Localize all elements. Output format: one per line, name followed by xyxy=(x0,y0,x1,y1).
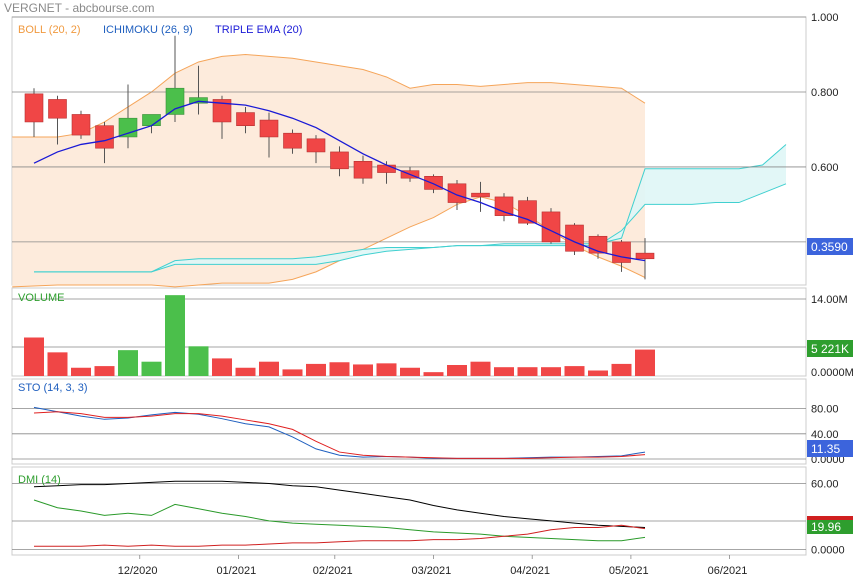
candle-body xyxy=(353,161,373,179)
y-tick-label-price: 1.000 xyxy=(811,12,839,24)
volume-bar xyxy=(635,349,655,376)
volume-bar xyxy=(282,369,303,376)
volume-bar xyxy=(329,362,350,376)
volume-bar xyxy=(423,372,444,376)
volume-bar xyxy=(564,366,585,376)
volume-bar xyxy=(24,337,44,376)
candle-body xyxy=(447,183,467,203)
ichimoku-span-b-line xyxy=(34,144,787,273)
x-tick-label: 01/2021 xyxy=(216,565,256,577)
y-tick-label-sto: 40.00 xyxy=(811,429,839,441)
page-title: VERGNET - abcbourse.com xyxy=(4,1,155,15)
candle-body xyxy=(165,87,185,115)
y-tick-label-sto: 80.00 xyxy=(811,404,839,416)
candle-body xyxy=(635,252,655,260)
x-tick-label: 04/2021 xyxy=(510,565,550,577)
candle-body xyxy=(189,97,208,104)
candle-body xyxy=(541,211,561,243)
volume-bar xyxy=(447,365,467,376)
volume-bar xyxy=(212,358,232,376)
bollinger-upper-line xyxy=(12,53,646,138)
candle-body xyxy=(377,164,396,173)
y-tick-label-dmi: 60.00 xyxy=(811,479,839,491)
triple-ema-line xyxy=(33,100,646,262)
dmi-badge-top xyxy=(807,516,853,520)
candle-body xyxy=(306,138,326,153)
candle-body xyxy=(494,196,514,216)
dmi-adx-line xyxy=(33,480,646,528)
candle-body xyxy=(612,241,631,263)
volume-bar xyxy=(494,367,514,376)
x-tick-label: 12/2020 xyxy=(118,565,158,577)
legend-ichimoku: ICHIMOKU (26, 9) xyxy=(103,24,193,36)
volume-bar xyxy=(306,363,326,376)
last-price-badge xyxy=(807,238,853,255)
x-tick-label: 05/2021 xyxy=(609,565,649,577)
ichimoku-cloud-fill xyxy=(34,144,786,272)
y-tick-label-price: 0.600 xyxy=(811,162,839,174)
candle-body xyxy=(118,117,138,138)
volume-bar xyxy=(400,367,420,376)
bollinger-band-fill xyxy=(12,54,645,287)
volume-last-label: 5 221K xyxy=(811,342,849,356)
volume-bar xyxy=(94,366,115,376)
sto-last-label: 11.35 xyxy=(811,442,840,456)
x-tick-label: 06/2021 xyxy=(708,565,748,577)
candle-body xyxy=(565,224,584,252)
volume-bar xyxy=(541,367,561,376)
volume-bar xyxy=(71,367,91,376)
legend-triple-ema: TRIPLE EMA (20) xyxy=(215,24,302,36)
volume-bar xyxy=(353,364,373,376)
dmi-minus-line xyxy=(34,524,646,547)
x-tick-label: 02/2021 xyxy=(313,565,353,577)
candle-body xyxy=(259,119,279,138)
x-tick-label: 03/2021 xyxy=(412,565,452,577)
candle-body xyxy=(48,99,67,119)
y-tick-label-volume: 14.00M xyxy=(811,294,848,306)
ichimoku-span-a-line xyxy=(34,183,787,273)
volume-badge xyxy=(807,340,853,357)
candle-body xyxy=(71,114,91,136)
sto-badge xyxy=(807,440,853,457)
candle-body xyxy=(236,112,255,126)
candle-body xyxy=(212,99,232,123)
volume-bar xyxy=(118,350,138,376)
dmi-plus-line xyxy=(33,499,646,542)
candle-body xyxy=(142,114,161,126)
volume-bar xyxy=(47,352,68,376)
candle-body xyxy=(24,93,44,123)
last-price-label: 0.3590 xyxy=(811,240,848,254)
candle-body xyxy=(330,151,349,170)
legend-volume: VOLUME xyxy=(18,292,64,304)
sto-d-line xyxy=(33,411,646,459)
volume-bar xyxy=(376,363,397,376)
volume-bar xyxy=(188,346,209,376)
candle-body xyxy=(283,132,302,149)
dmi-badge xyxy=(807,520,853,534)
legend-sto: STO (14, 3, 3) xyxy=(18,382,88,394)
volume-bar xyxy=(165,295,185,376)
panel-frame-dmi xyxy=(11,466,807,556)
sto-k-line xyxy=(33,406,646,459)
volume-bar xyxy=(611,363,632,376)
volume-bar xyxy=(235,367,256,376)
volume-bar xyxy=(517,367,538,376)
legend-dmi: DMI (14) xyxy=(18,474,61,486)
volume-bar xyxy=(588,370,608,376)
legend-boll: BOLL (20, 2) xyxy=(18,24,81,36)
candle-body xyxy=(95,125,114,149)
y-tick-label-price: 0.800 xyxy=(811,87,839,99)
y-tick-label-volume: 0.0000M xyxy=(811,367,854,379)
y-tick-label-dmi: 0.0000 xyxy=(811,545,845,557)
candle-body xyxy=(471,192,490,198)
volume-bar xyxy=(470,361,491,376)
panel-frame-sto xyxy=(11,378,807,465)
volume-bar xyxy=(141,361,162,376)
volume-bar xyxy=(259,361,279,376)
dmi-last-label: 19.96 xyxy=(811,520,841,534)
